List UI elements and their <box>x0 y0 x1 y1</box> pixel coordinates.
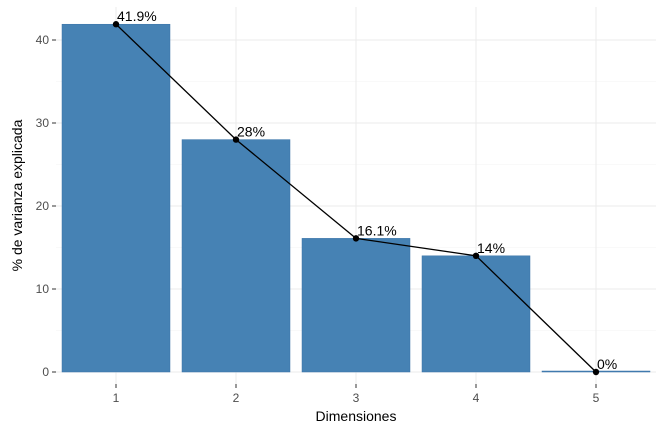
x-tick-label: 5 <box>593 391 600 405</box>
data-label-1: 41.9% <box>117 8 157 24</box>
y-axis-title: % de varianza explicada <box>9 119 25 271</box>
y-tick-label: 40 <box>36 33 50 47</box>
variance-line <box>112 21 600 376</box>
x-tick-label: 4 <box>473 391 480 405</box>
data-label-5: 0% <box>597 356 617 372</box>
axes: 0 10 20 30 40 1 2 3 4 5 <box>36 33 600 405</box>
data-label-2: 28% <box>237 124 265 140</box>
x-tick-label: 3 <box>353 391 360 405</box>
y-tick-label: 20 <box>36 199 50 213</box>
bar-3 <box>301 238 411 373</box>
y-tick-label: 0 <box>42 365 49 379</box>
x-tick-label: 2 <box>233 391 240 405</box>
data-label-3: 16.1% <box>357 222 397 238</box>
variance-point-3 <box>352 235 360 242</box>
variance-point-5 <box>592 368 600 376</box>
bar-1 <box>61 23 171 373</box>
x-axis-title: Dimensiones <box>316 408 397 424</box>
y-tick-label: 30 <box>36 116 50 130</box>
bars <box>61 23 651 373</box>
data-label-4: 14% <box>477 240 505 256</box>
data-labels: 41.9% 28% 16.1% 14% 0% <box>117 8 617 372</box>
variance-point-4 <box>472 252 480 259</box>
bar-2 <box>181 139 291 373</box>
bar-4 <box>421 255 531 373</box>
variance-point-1 <box>112 21 120 28</box>
y-tick-label: 10 <box>36 282 50 296</box>
x-tick-label: 1 <box>113 391 120 405</box>
variance-point-2 <box>232 136 240 143</box>
